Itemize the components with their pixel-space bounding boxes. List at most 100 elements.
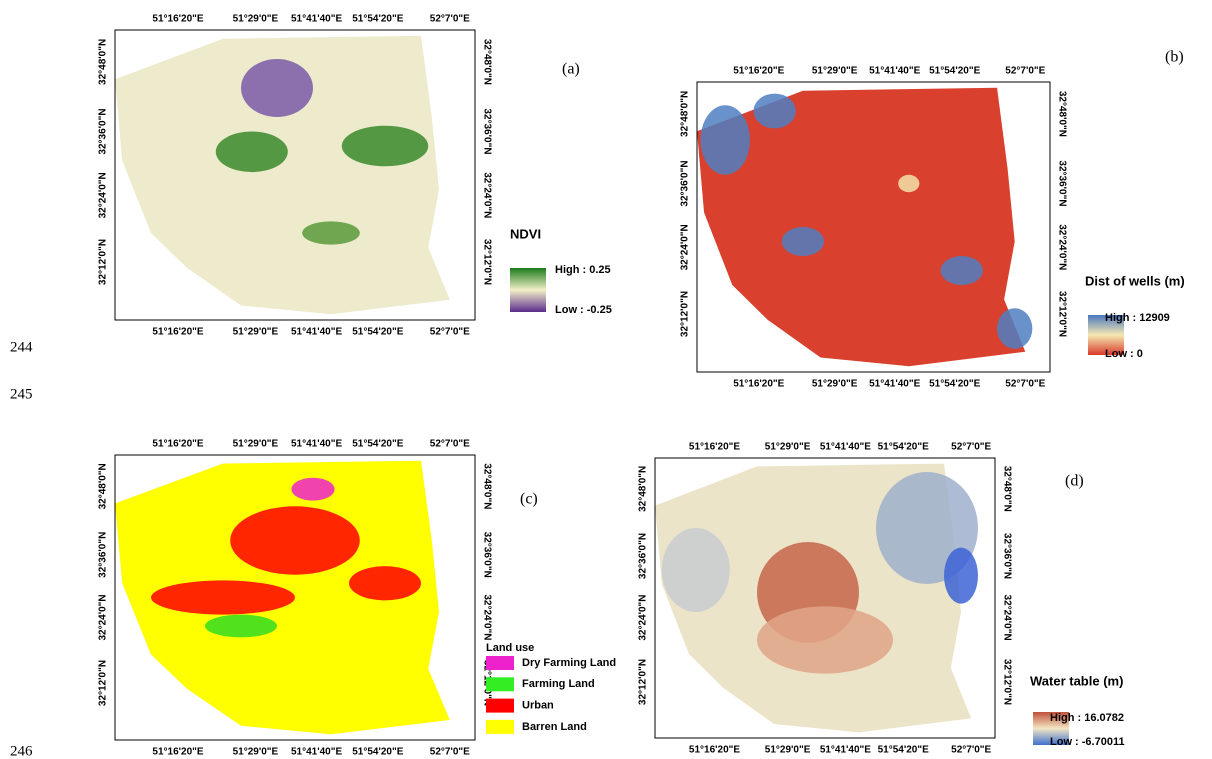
lon-tick-label: 52°7'0"E bbox=[951, 745, 991, 756]
lon-tick-label: 51°16'20"E bbox=[733, 66, 784, 77]
lon-tick-label: 52°7'0"E bbox=[430, 327, 470, 338]
map-feature bbox=[215, 131, 288, 173]
lat-tick-label: 32°48'0"N bbox=[481, 39, 492, 85]
lon-tick-label: 51°16'20"E bbox=[689, 442, 740, 453]
legend-title: NDVI bbox=[510, 226, 541, 241]
lat-tick-label: 32°48'0"N bbox=[638, 466, 649, 512]
map-feature bbox=[241, 59, 313, 117]
legend-high: High : 0.25 bbox=[555, 264, 611, 276]
map-feature bbox=[997, 308, 1033, 349]
lat-tick-label: 32°12'0"N bbox=[1056, 291, 1067, 337]
map-feature bbox=[781, 227, 825, 256]
lon-tick-label: 51°54'20"E bbox=[352, 747, 403, 758]
lon-tick-label: 51°41'40"E bbox=[869, 66, 920, 77]
lat-tick-label: 32°12'0"N bbox=[98, 660, 109, 706]
legend-swatch bbox=[486, 698, 514, 713]
lon-tick-label: 51°16'20"E bbox=[152, 439, 203, 450]
map-feature bbox=[230, 506, 360, 575]
legend-swatch bbox=[486, 656, 514, 670]
lat-tick-label: 32°24'0"N bbox=[1001, 595, 1012, 641]
lon-tick-label: 51°16'20"E bbox=[733, 379, 784, 390]
lat-tick-label: 32°36'0"N bbox=[98, 532, 109, 578]
lat-tick-label: 32°48'0"N bbox=[481, 463, 492, 509]
line-number: 244 bbox=[10, 339, 33, 355]
map-feature bbox=[151, 580, 295, 615]
map-feature bbox=[757, 606, 893, 674]
legend-item: Urban bbox=[522, 700, 554, 712]
map-area bbox=[697, 87, 1026, 367]
legend-title: Water table (m) bbox=[1030, 673, 1123, 688]
lat-tick-label: 32°24'0"N bbox=[1056, 224, 1067, 270]
lat-tick-label: 32°12'0"N bbox=[680, 291, 691, 337]
legend-item: Barren Land bbox=[522, 721, 587, 733]
lat-tick-label: 32°36'0"N bbox=[680, 160, 691, 206]
legend-high: High : 16.0782 bbox=[1050, 712, 1124, 724]
lon-tick-label: 52°7'0"E bbox=[430, 439, 470, 450]
legend-low: Low : -0.25 bbox=[555, 304, 612, 316]
lon-tick-label: 51°16'20"E bbox=[152, 327, 203, 338]
panel-label: (b) bbox=[1165, 49, 1184, 66]
lat-tick-label: 32°48'0"N bbox=[1056, 91, 1067, 137]
legend-gradient bbox=[510, 268, 546, 312]
lat-tick-label: 32°48'0"N bbox=[98, 463, 109, 509]
lon-tick-label: 51°54'20"E bbox=[878, 442, 929, 453]
map-feature bbox=[302, 221, 360, 245]
map-feature bbox=[700, 105, 750, 175]
legend-swatch bbox=[486, 677, 514, 692]
map-frame bbox=[696, 81, 1051, 373]
map-feature bbox=[661, 528, 730, 612]
legend-low: Low : -6.70011 bbox=[1050, 736, 1125, 748]
legend-title: Dist of wells (m) bbox=[1085, 273, 1185, 288]
lat-tick-label: 32°24'0"N bbox=[98, 172, 109, 218]
lon-tick-label: 51°41'40"E bbox=[291, 14, 342, 25]
lat-tick-label: 32°12'0"N bbox=[481, 239, 492, 285]
lat-tick-label: 32°48'0"N bbox=[1001, 466, 1012, 512]
lon-tick-label: 51°41'40"E bbox=[820, 745, 871, 756]
lon-tick-label: 51°54'20"E bbox=[929, 66, 980, 77]
map-feature bbox=[753, 93, 796, 129]
map-feature bbox=[291, 477, 335, 501]
lon-tick-label: 52°7'0"E bbox=[430, 747, 470, 758]
map-feature bbox=[205, 614, 277, 638]
map-area bbox=[115, 35, 450, 315]
lon-tick-label: 51°54'20"E bbox=[352, 14, 403, 25]
lon-tick-label: 51°54'20"E bbox=[352, 327, 403, 338]
map-frame bbox=[654, 457, 996, 739]
lat-tick-label: 32°36'0"N bbox=[98, 108, 109, 154]
map-feature bbox=[898, 174, 920, 193]
legend-high: High : 12909 bbox=[1105, 312, 1170, 324]
lon-tick-label: 51°41'40"E bbox=[291, 439, 342, 450]
lon-tick-label: 51°41'40"E bbox=[820, 442, 871, 453]
lon-tick-label: 51°54'20"E bbox=[929, 379, 980, 390]
lat-tick-label: 32°24'0"N bbox=[98, 594, 109, 640]
lon-tick-label: 51°54'20"E bbox=[878, 745, 929, 756]
lon-tick-label: 51°41'40"E bbox=[291, 327, 342, 338]
legend-low: Low : 0 bbox=[1105, 348, 1143, 360]
legend-title: Land use bbox=[486, 642, 534, 654]
lat-tick-label: 32°12'0"N bbox=[1001, 659, 1012, 705]
lon-tick-label: 51°16'20"E bbox=[152, 747, 203, 758]
map-feature bbox=[940, 256, 983, 285]
line-number: 246 bbox=[10, 743, 33, 759]
lat-tick-label: 32°24'0"N bbox=[481, 594, 492, 640]
lon-tick-label: 51°16'20"E bbox=[689, 745, 740, 756]
lon-tick-label: 51°41'40"E bbox=[291, 747, 342, 758]
lon-tick-label: 51°29'0"E bbox=[233, 14, 279, 25]
lon-tick-label: 51°29'0"E bbox=[233, 747, 279, 758]
legend-gradient bbox=[1033, 712, 1069, 745]
lat-tick-label: 32°24'0"N bbox=[680, 224, 691, 270]
lat-tick-label: 32°36'0"N bbox=[481, 108, 492, 154]
lon-tick-label: 52°7'0"E bbox=[1005, 379, 1045, 390]
map-feature bbox=[944, 547, 978, 604]
lon-tick-label: 51°54'20"E bbox=[352, 439, 403, 450]
panel-label: (a) bbox=[562, 61, 580, 78]
lon-tick-label: 51°29'0"E bbox=[233, 439, 279, 450]
map-frame bbox=[114, 454, 476, 741]
lon-tick-label: 51°29'0"E bbox=[812, 66, 858, 77]
legend-item: Farming Land bbox=[522, 678, 595, 690]
lon-tick-label: 52°7'0"E bbox=[1005, 66, 1045, 77]
lat-tick-label: 32°24'0"N bbox=[638, 595, 649, 641]
lon-tick-label: 51°29'0"E bbox=[812, 379, 858, 390]
panel-label: (c) bbox=[520, 491, 538, 508]
line-number: 245 bbox=[10, 386, 33, 402]
